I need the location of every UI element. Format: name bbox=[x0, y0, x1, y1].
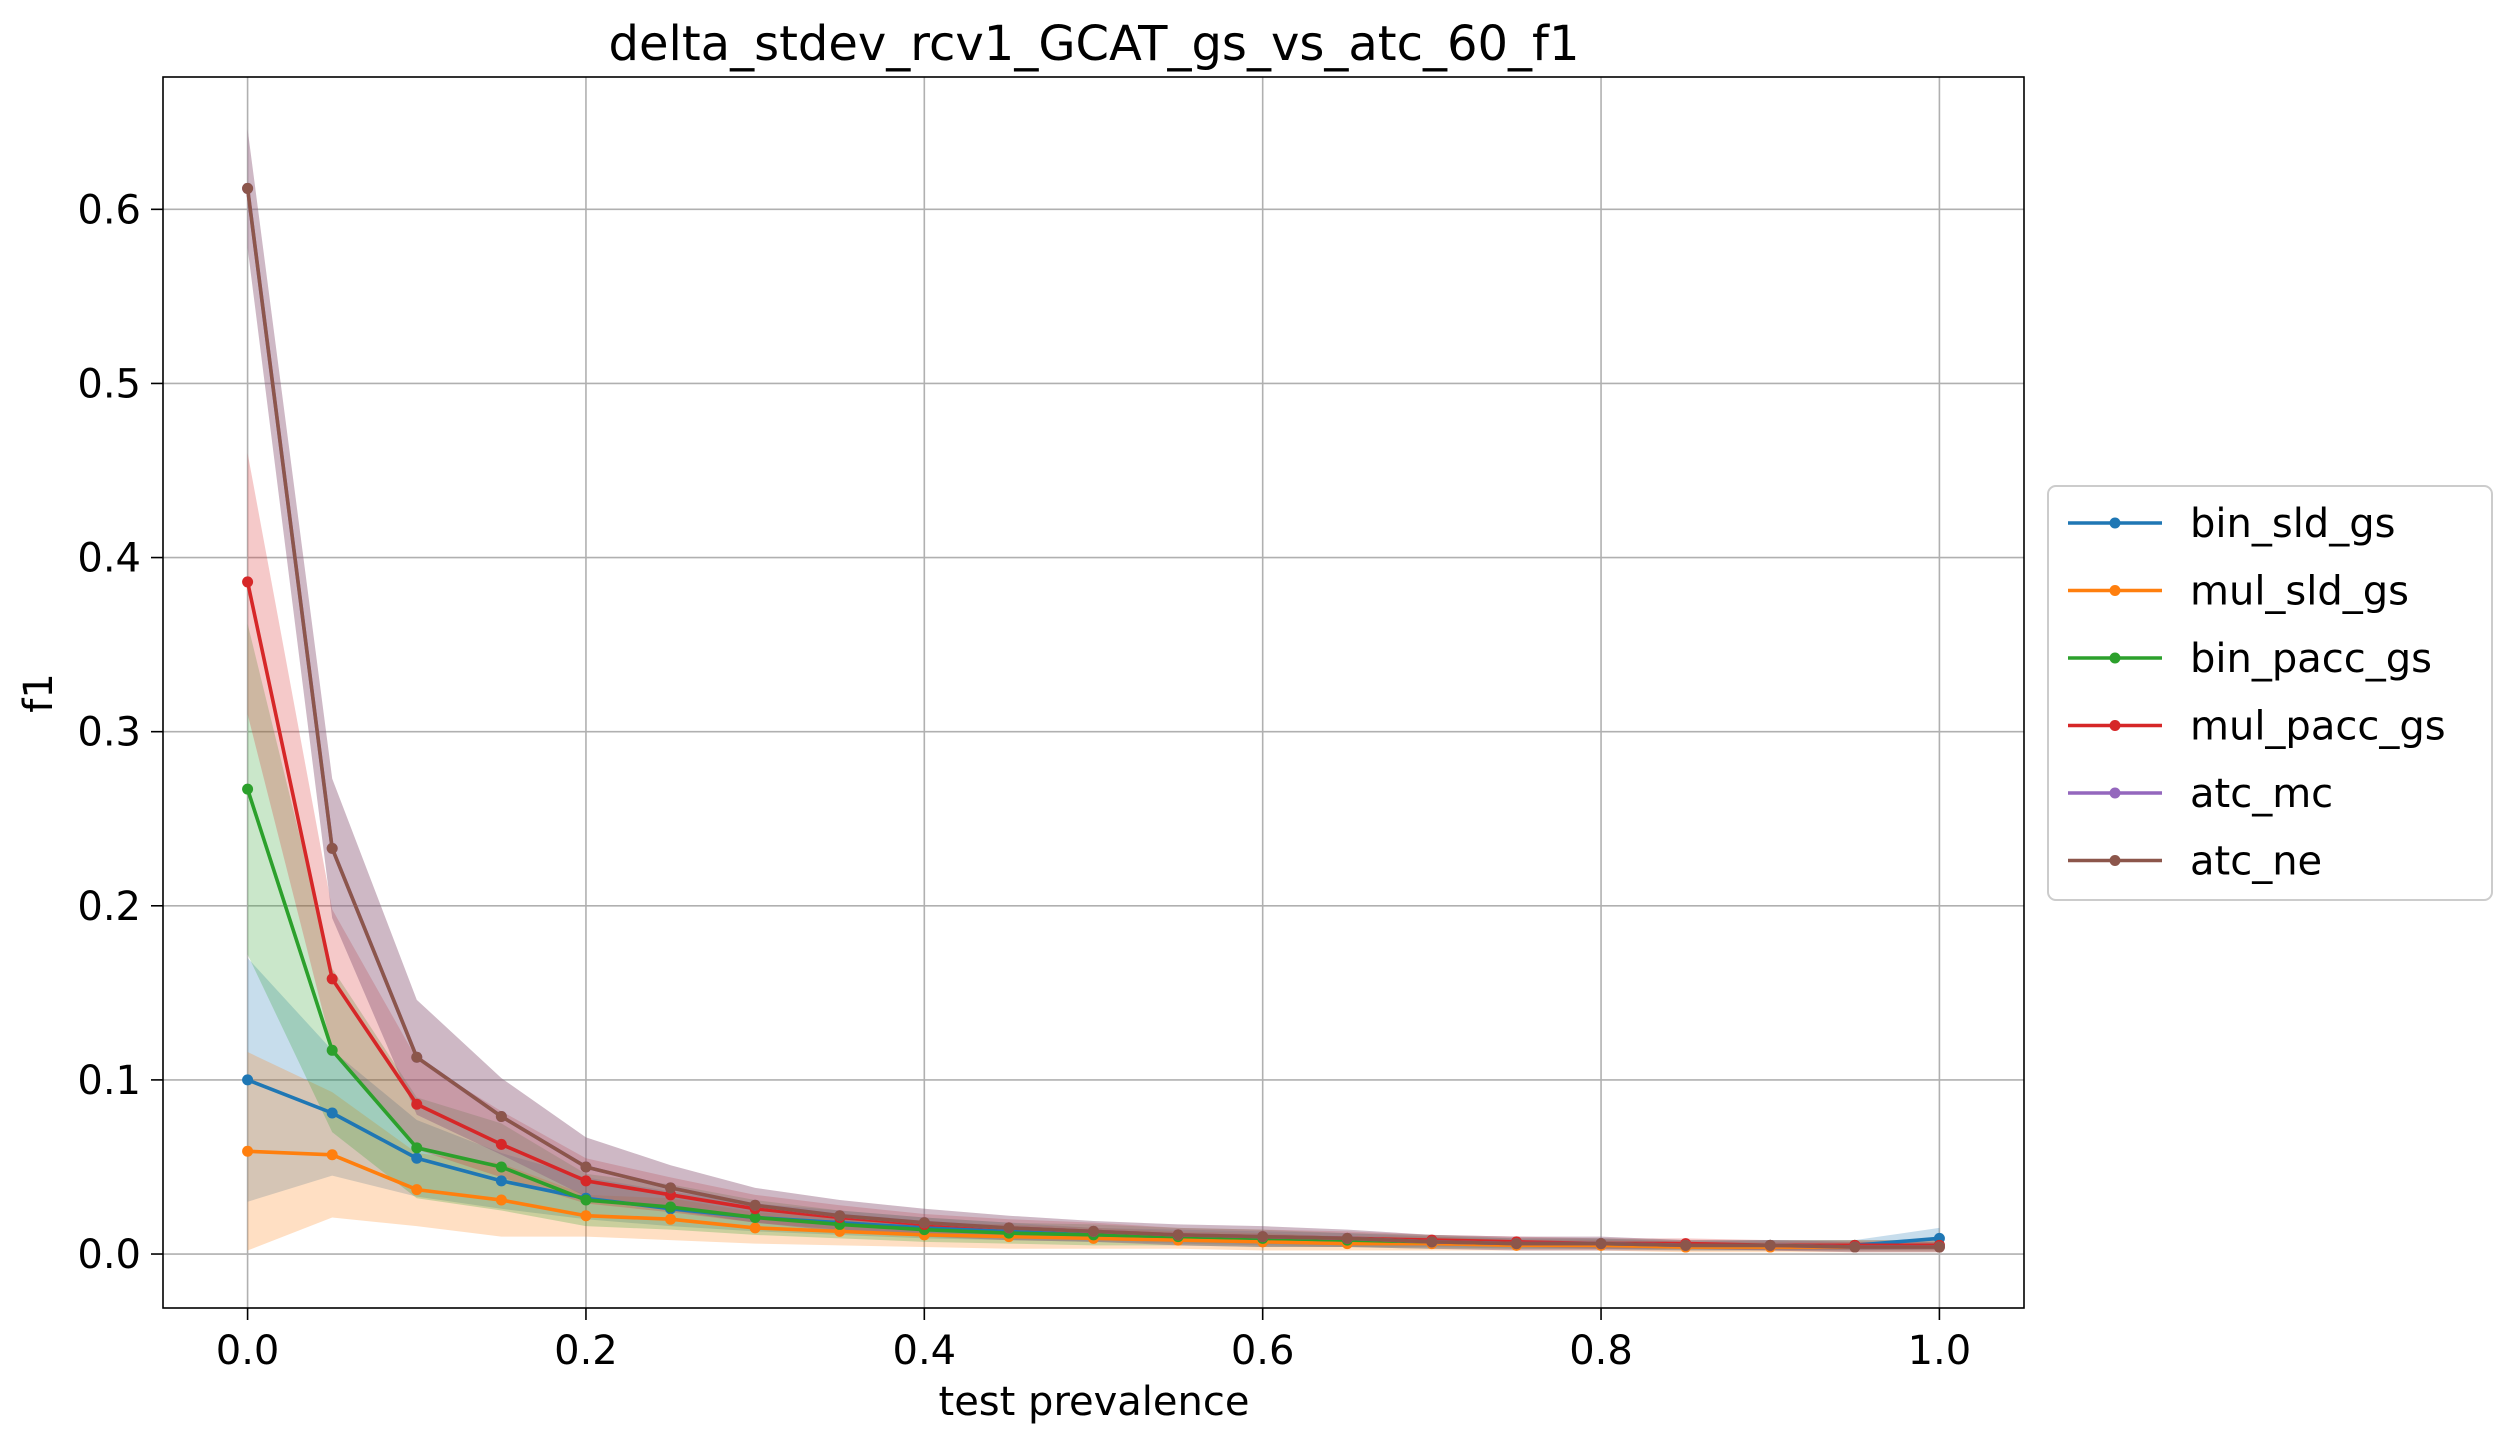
y-tick-label: 0.2 bbox=[77, 884, 141, 930]
point-mul_pacc_gs bbox=[580, 1175, 592, 1187]
point-mul_pacc_gs bbox=[242, 576, 254, 588]
point-atc_ne bbox=[326, 842, 338, 854]
x-tick-label: 1.0 bbox=[1908, 1328, 1972, 1374]
point-mul_sld_gs bbox=[242, 1145, 254, 1157]
point-mul_sld_gs bbox=[326, 1149, 338, 1161]
point-mul_pacc_gs bbox=[411, 1098, 423, 1110]
point-atc_ne bbox=[1257, 1231, 1269, 1243]
plot-area-frame bbox=[162, 76, 2025, 1309]
axis-ticks: 0.0 0.2 0.4 0.6 0.8 1.0 0.0 0.1 0.2 0.3 0.4 0.5 0.6 bbox=[77, 187, 1971, 1374]
point-bin_pacc_gs bbox=[665, 1201, 677, 1213]
x-tick-label: 0.6 bbox=[1231, 1328, 1295, 1374]
point-bin_pacc_gs bbox=[580, 1194, 592, 1206]
point-atc_ne bbox=[580, 1161, 592, 1173]
point-bin_pacc_gs bbox=[326, 1044, 338, 1056]
point-mul_sld_gs bbox=[411, 1184, 423, 1196]
point-bin_pacc_gs bbox=[495, 1161, 507, 1173]
legend-label-atc_mc: atc_mc bbox=[2190, 771, 2333, 817]
legend-marker-bin_sld_gs bbox=[2109, 517, 2121, 529]
legend-label-mul_sld_gs: mul_sld_gs bbox=[2190, 569, 2409, 615]
series-lines bbox=[242, 182, 1945, 1253]
point-atc_ne bbox=[1426, 1236, 1438, 1248]
point-mul_pacc_gs bbox=[495, 1138, 507, 1150]
point-atc_ne bbox=[665, 1182, 677, 1194]
chart-title: delta_stdev_rcv1_GCAT_gs_vs_atc_60_f1 bbox=[609, 16, 1580, 72]
point-atc_ne bbox=[918, 1217, 930, 1229]
point-atc_ne bbox=[1172, 1229, 1184, 1241]
y-axis-label: f1 bbox=[16, 673, 62, 713]
x-tick-label: 0.2 bbox=[554, 1328, 618, 1374]
point-mul_sld_gs bbox=[665, 1213, 677, 1225]
grid-lines bbox=[163, 77, 2024, 1308]
point-bin_sld_gs bbox=[326, 1107, 338, 1119]
point-atc_ne bbox=[1933, 1241, 1945, 1253]
y-tick-label: 0.4 bbox=[77, 536, 141, 582]
legend-marker-atc_mc bbox=[2109, 787, 2121, 799]
legend-marker-atc_ne bbox=[2109, 855, 2121, 866]
point-mul_sld_gs bbox=[580, 1210, 592, 1222]
point-bin_sld_gs bbox=[242, 1074, 254, 1086]
x-tick-label: 0.8 bbox=[1569, 1328, 1633, 1374]
legend: bin_sld_gs mul_sld_gs bin_pacc_gs mul_pacc_… bbox=[2047, 485, 2493, 901]
legend-label-bin_sld_gs: bin_sld_gs bbox=[2190, 501, 2395, 547]
point-atc_ne bbox=[242, 182, 254, 194]
point-atc_ne bbox=[1510, 1238, 1522, 1250]
point-atc_ne bbox=[1680, 1239, 1692, 1251]
legend-marker-mul_pacc_gs bbox=[2109, 720, 2121, 731]
point-atc_ne bbox=[1003, 1222, 1015, 1234]
point-atc_ne bbox=[495, 1110, 507, 1122]
point-mul_sld_gs bbox=[495, 1194, 507, 1206]
point-atc_ne bbox=[1764, 1239, 1776, 1251]
legend-label-mul_pacc_gs: mul_pacc_gs bbox=[2190, 704, 2446, 750]
point-bin_sld_gs bbox=[411, 1152, 423, 1164]
point-atc_ne bbox=[749, 1199, 761, 1211]
y-tick-label: 0.3 bbox=[77, 710, 141, 756]
point-bin_pacc_gs bbox=[411, 1142, 423, 1154]
x-tick-label: 0.4 bbox=[893, 1328, 957, 1374]
legend-label-bin_pacc_gs: bin_pacc_gs bbox=[2190, 636, 2432, 682]
legend-label-atc_ne: atc_ne bbox=[2190, 839, 2322, 885]
point-atc_ne bbox=[1341, 1232, 1353, 1244]
x-tick-label: 0.0 bbox=[216, 1328, 280, 1374]
point-atc_ne bbox=[1088, 1225, 1099, 1237]
y-tick-label: 0.1 bbox=[77, 1058, 141, 1104]
legend-marker-bin_pacc_gs bbox=[2109, 652, 2121, 664]
y-tick-label: 0.5 bbox=[77, 361, 141, 407]
x-axis-label: test prevalence bbox=[939, 1379, 1250, 1425]
point-bin_pacc_gs bbox=[242, 783, 254, 795]
point-bin_pacc_gs bbox=[749, 1211, 761, 1223]
y-tick-label: 0.0 bbox=[77, 1232, 141, 1278]
point-bin_sld_gs bbox=[495, 1175, 507, 1187]
point-atc_ne bbox=[411, 1051, 423, 1063]
legend-marker-mul_sld_gs bbox=[2109, 585, 2121, 596]
point-atc_ne bbox=[1595, 1238, 1607, 1250]
point-atc_ne bbox=[834, 1210, 846, 1222]
point-mul_pacc_gs bbox=[326, 973, 338, 985]
point-mul_sld_gs bbox=[749, 1222, 761, 1234]
point-atc_ne bbox=[1849, 1241, 1861, 1253]
y-tick-label: 0.6 bbox=[77, 187, 141, 233]
